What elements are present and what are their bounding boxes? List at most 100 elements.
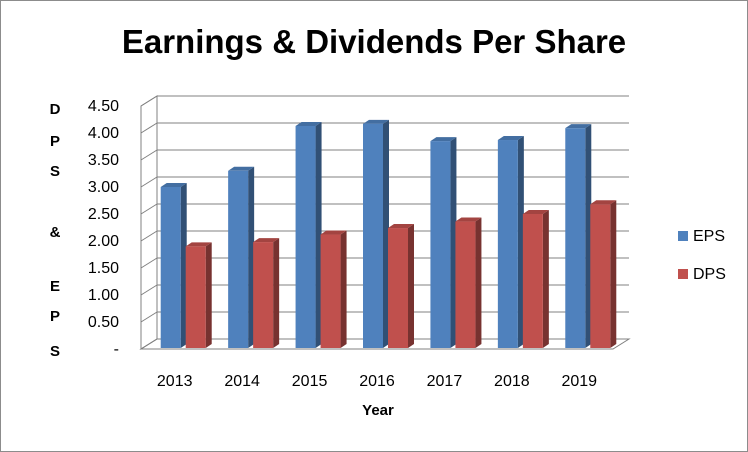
y-tick-label: - bbox=[114, 341, 119, 358]
y-tick-label: 2.00 bbox=[88, 233, 119, 250]
bar-eps-2013 bbox=[160, 183, 187, 348]
bar-dps-2015 bbox=[320, 230, 347, 348]
y-axis-title-letter: P bbox=[50, 308, 60, 325]
bar-side-face bbox=[517, 136, 524, 348]
gridline-diagonal bbox=[140, 122, 158, 134]
bar-front-face bbox=[455, 221, 476, 348]
x-tick-label: 2019 bbox=[561, 373, 597, 390]
bar-eps-2014 bbox=[228, 166, 255, 348]
bar-top-face bbox=[497, 136, 524, 141]
bar-front-face bbox=[320, 234, 341, 348]
y-axis-title-letter: & bbox=[50, 224, 61, 241]
y-tick-label: 3.00 bbox=[88, 179, 119, 196]
bar-top-face bbox=[160, 183, 187, 187]
bar-eps-2019 bbox=[565, 124, 592, 348]
gridline-diagonal bbox=[140, 95, 158, 107]
bar-eps-2017 bbox=[430, 137, 457, 348]
bar-side-face bbox=[585, 124, 592, 348]
x-tick-label: 2014 bbox=[224, 373, 260, 390]
bar-side-face bbox=[340, 230, 347, 348]
bar-front-face bbox=[430, 141, 451, 348]
bar-side-face bbox=[205, 242, 212, 348]
bar-dps-2018 bbox=[522, 210, 549, 348]
bar-dps-2016 bbox=[388, 224, 414, 348]
legend-swatch-dps bbox=[678, 269, 688, 279]
bar-top-face bbox=[430, 137, 457, 142]
bar-top-face bbox=[565, 124, 592, 129]
y-tick-label: 1.00 bbox=[88, 287, 119, 304]
bar-side-face bbox=[273, 238, 280, 348]
legend-swatch-eps bbox=[678, 231, 688, 241]
bar-front-face bbox=[565, 128, 586, 348]
bar-front-face bbox=[590, 204, 611, 348]
bars bbox=[160, 119, 617, 348]
bar-top-face bbox=[228, 166, 255, 171]
bar-side-face bbox=[315, 121, 322, 348]
bar-top-face bbox=[522, 210, 549, 214]
bar-front-face bbox=[388, 228, 408, 348]
legend-label-eps: EPS bbox=[693, 228, 725, 245]
bar-front-face bbox=[253, 242, 274, 348]
y-tick-label: 3.50 bbox=[88, 152, 119, 169]
gridline-diagonal bbox=[140, 149, 158, 161]
y-axis-title-letter: S bbox=[50, 163, 60, 180]
y-tick-label: 2.50 bbox=[88, 206, 119, 223]
x-axis-title: Year bbox=[362, 402, 394, 419]
bar-side-face bbox=[408, 224, 414, 348]
bar-top-face bbox=[320, 230, 347, 235]
y-tick-label: 4.00 bbox=[88, 125, 119, 142]
bar-dps-2017 bbox=[455, 217, 482, 348]
bar-top-face bbox=[455, 217, 482, 222]
bar-top-face bbox=[295, 121, 322, 126]
bar-eps-2016 bbox=[363, 119, 389, 348]
gridline-diagonal bbox=[140, 311, 158, 323]
bar-dps-2019 bbox=[590, 200, 617, 348]
y-axis-title: DPS&EPS bbox=[50, 101, 61, 360]
y-axis-ticks: - 0.50 1.00 1.50 2.00 2.50 3.00 3.50 4.00 4.50 bbox=[88, 98, 119, 358]
x-tick-label: 2016 bbox=[359, 373, 395, 390]
y-tick-label: 1.50 bbox=[88, 260, 119, 277]
x-axis-ticks: 2013 2014 2015 2016 2017 2018 2019 bbox=[157, 373, 597, 390]
y-axis-title-letter: S bbox=[50, 343, 60, 360]
bar-top-face bbox=[590, 200, 617, 205]
bar-eps-2018 bbox=[497, 136, 524, 348]
side-wall bbox=[140, 95, 158, 350]
bar-eps-2015 bbox=[295, 121, 322, 348]
legend: EPS DPS bbox=[678, 228, 726, 283]
bar-front-face bbox=[497, 140, 518, 348]
gridline-diagonal bbox=[140, 338, 158, 350]
bar-top-face bbox=[388, 224, 414, 229]
bar-top-face bbox=[185, 242, 212, 247]
x-tick-label: 2017 bbox=[427, 373, 463, 390]
x-tick-label: 2015 bbox=[292, 373, 328, 390]
gridline-diagonal bbox=[140, 203, 158, 215]
chart-title: Earnings & Dividends Per Share bbox=[122, 23, 626, 60]
bar-top-face bbox=[253, 238, 280, 243]
gridline-diagonal bbox=[140, 284, 158, 296]
y-axis-title-letter: D bbox=[50, 101, 61, 118]
gridline-diagonal bbox=[140, 176, 158, 188]
bar-side-face bbox=[475, 217, 482, 348]
bar-side-face bbox=[248, 166, 255, 348]
y-axis-title-letter: E bbox=[50, 278, 60, 295]
gridline-diagonal bbox=[140, 257, 158, 269]
legend-label-dps: DPS bbox=[693, 266, 726, 283]
bar-front-face bbox=[522, 214, 543, 348]
bar-front-face bbox=[160, 187, 181, 348]
y-tick-label: 0.50 bbox=[88, 314, 119, 331]
bar-top-face bbox=[363, 119, 389, 124]
x-tick-label: 2018 bbox=[494, 373, 530, 390]
bar-front-face bbox=[185, 246, 206, 348]
bar-front-face bbox=[363, 123, 383, 348]
gridline-diagonal bbox=[140, 230, 158, 242]
y-axis-title-letter: P bbox=[50, 133, 60, 150]
x-tick-label: 2013 bbox=[157, 373, 193, 390]
bar-side-face bbox=[610, 200, 617, 348]
bar-dps-2013 bbox=[185, 242, 212, 348]
bar-front-face bbox=[228, 170, 249, 348]
bar-dps-2014 bbox=[253, 238, 280, 348]
bar-side-face bbox=[180, 183, 187, 348]
y-tick-label: 4.50 bbox=[88, 98, 119, 115]
